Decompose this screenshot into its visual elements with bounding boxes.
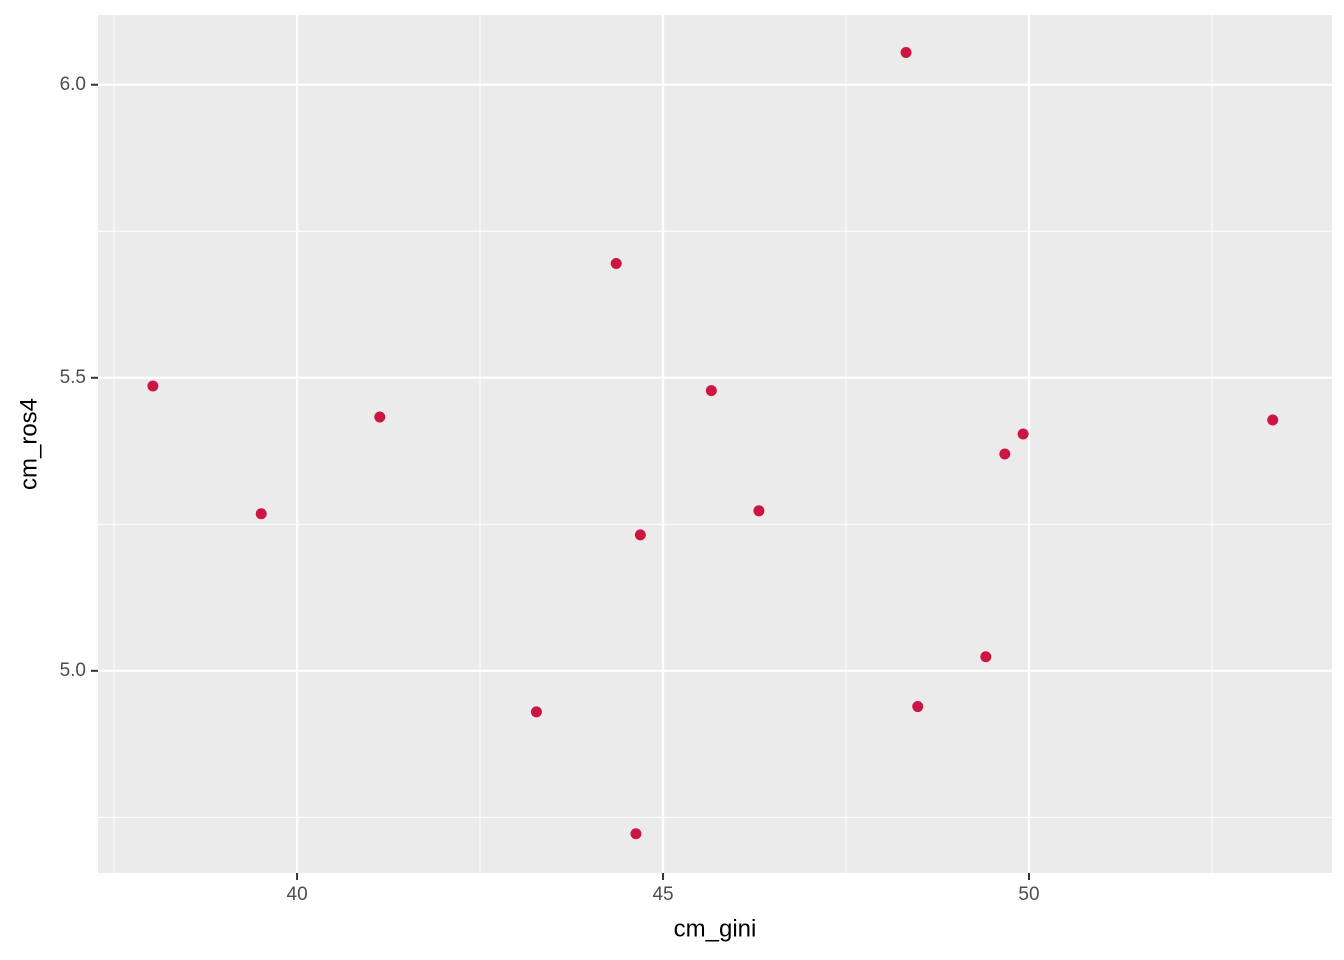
point — [999, 448, 1011, 460]
panel — [98, 15, 1332, 873]
y-tick-label: 6.0 — [60, 74, 86, 95]
point — [530, 706, 542, 718]
y-tick-label: 5.0 — [60, 660, 86, 681]
point — [630, 828, 642, 840]
points — [147, 47, 1279, 840]
point — [705, 385, 717, 397]
point — [1267, 414, 1279, 426]
y-axis-title: cm_ros4 — [15, 398, 42, 490]
point — [912, 701, 924, 713]
point — [634, 529, 646, 541]
point — [374, 411, 386, 423]
x-tick-label: 50 — [1018, 884, 1039, 905]
point — [255, 508, 267, 520]
point — [980, 651, 992, 663]
point — [147, 380, 159, 392]
point — [610, 257, 622, 269]
point — [753, 505, 765, 517]
y-tick-label: 5.5 — [60, 367, 86, 388]
point — [900, 47, 912, 59]
grid — [98, 15, 1332, 873]
point — [1017, 428, 1029, 440]
x-tick-label: 45 — [652, 884, 673, 905]
x-axis-title: cm_gini — [674, 915, 757, 942]
x-tick-label: 40 — [287, 884, 308, 905]
